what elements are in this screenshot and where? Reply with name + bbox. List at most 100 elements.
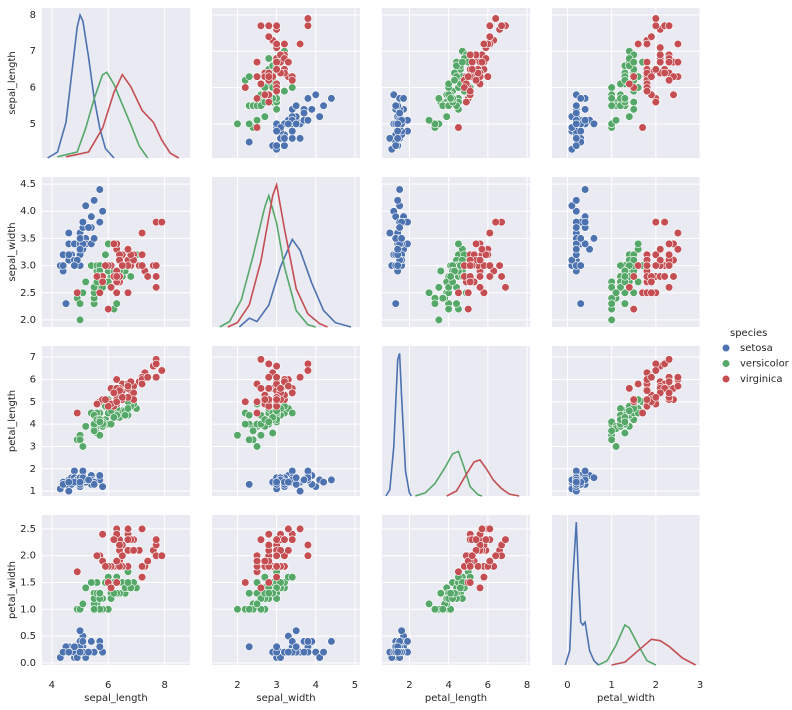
scatter-point: [264, 540, 273, 550]
scatter-point: [664, 58, 674, 67]
scatter-point: [634, 277, 643, 286]
scatter-point: [272, 478, 281, 487]
scatter-point: [272, 87, 281, 96]
panel: [382, 8, 530, 158]
scatter-point: [73, 288, 82, 297]
x-axis-label: petal_width: [597, 693, 655, 704]
legend-label: virginica: [740, 374, 783, 385]
scatter-point: [252, 123, 262, 132]
scatter-point: [389, 90, 398, 99]
scatter-point: [104, 304, 113, 314]
scatter-point: [466, 261, 475, 270]
scatter-point: [303, 116, 313, 125]
scatter-point: [260, 90, 269, 99]
scatter-point: [78, 637, 87, 646]
scatter-point: [288, 134, 297, 143]
scatter-point: [292, 642, 301, 651]
scatter-point: [475, 583, 485, 592]
scatter-point: [284, 119, 293, 128]
scatter-point: [123, 382, 133, 391]
scatter-point: [629, 105, 638, 114]
scatter-point: [272, 551, 281, 560]
scatter-point: [311, 90, 320, 99]
scatter-point: [75, 648, 85, 657]
scatter-point: [101, 395, 110, 404]
scatter-point: [284, 648, 293, 657]
scatter-point: [403, 637, 412, 646]
scatter-point: [264, 359, 273, 368]
scatter-point: [473, 562, 483, 571]
scatter-point: [446, 589, 455, 598]
scatter-point: [84, 223, 93, 232]
scatter-point: [260, 112, 269, 121]
scatter-point: [112, 299, 121, 308]
x-tick-label: 6: [105, 680, 111, 691]
scatter-point: [664, 388, 674, 397]
scatter-point: [284, 478, 293, 487]
scatter-point: [233, 605, 242, 614]
scatter-point: [607, 426, 616, 435]
scatter-point: [288, 408, 297, 418]
scatter-point: [436, 266, 445, 276]
scatter-point: [572, 134, 581, 143]
scatter-point: [629, 304, 638, 314]
scatter-point: [436, 589, 445, 598]
scatter-point: [611, 116, 621, 125]
scatter-point: [491, 551, 500, 560]
scatter-point: [462, 97, 471, 107]
scatter-point: [152, 373, 161, 382]
scatter-point: [620, 94, 629, 103]
scatter-point: [395, 108, 404, 118]
scatter-point: [656, 58, 665, 67]
scatter-point: [75, 245, 85, 254]
scatter-point: [651, 21, 660, 30]
scatter-point: [118, 261, 127, 270]
scatter-point: [256, 384, 266, 393]
scatter-point: [664, 21, 674, 30]
scatter-point: [157, 218, 166, 227]
scatter-point: [625, 112, 634, 121]
panel: [212, 8, 360, 158]
panel: [552, 346, 701, 496]
scatter-point: [464, 304, 473, 314]
scatter-point: [647, 32, 656, 41]
scatter-point: [252, 72, 262, 81]
scatter-point: [651, 97, 660, 107]
scatter-point: [620, 428, 629, 438]
scatter-point: [157, 366, 166, 375]
scatter-point: [295, 373, 305, 382]
scatter-point: [264, 97, 273, 107]
scatter-point: [284, 546, 293, 555]
scatter-point: [393, 196, 402, 205]
scatter-point: [307, 105, 316, 114]
panel-background: [212, 346, 360, 496]
scatter-point: [434, 94, 443, 103]
scatter-point: [424, 116, 434, 125]
scatter-point: [607, 315, 616, 325]
scatter-point: [466, 578, 475, 587]
scatter-point: [260, 556, 269, 566]
scatter-point: [589, 119, 599, 128]
scatter-point: [491, 14, 500, 23]
scatter-point: [567, 201, 576, 210]
scatter-point: [454, 567, 463, 576]
scatter-point: [245, 119, 254, 128]
panel: [552, 177, 701, 327]
scatter-point: [572, 101, 581, 110]
scatter-point: [397, 234, 406, 243]
scatter-point: [280, 87, 289, 96]
scatter-point: [112, 272, 121, 281]
scatter-point: [280, 134, 289, 143]
legend-marker: [721, 343, 731, 353]
scatter-point: [468, 58, 477, 67]
scatter-point: [264, 32, 273, 41]
legend-label: setosa: [740, 343, 773, 354]
scatter-point: [607, 435, 616, 444]
scatter-point: [642, 87, 652, 96]
scatter-point: [468, 551, 477, 560]
scatter-point: [241, 397, 250, 406]
panel: [382, 177, 530, 327]
scatter-point: [252, 408, 262, 418]
scatter-point: [292, 626, 301, 635]
scatter-point: [393, 119, 402, 128]
